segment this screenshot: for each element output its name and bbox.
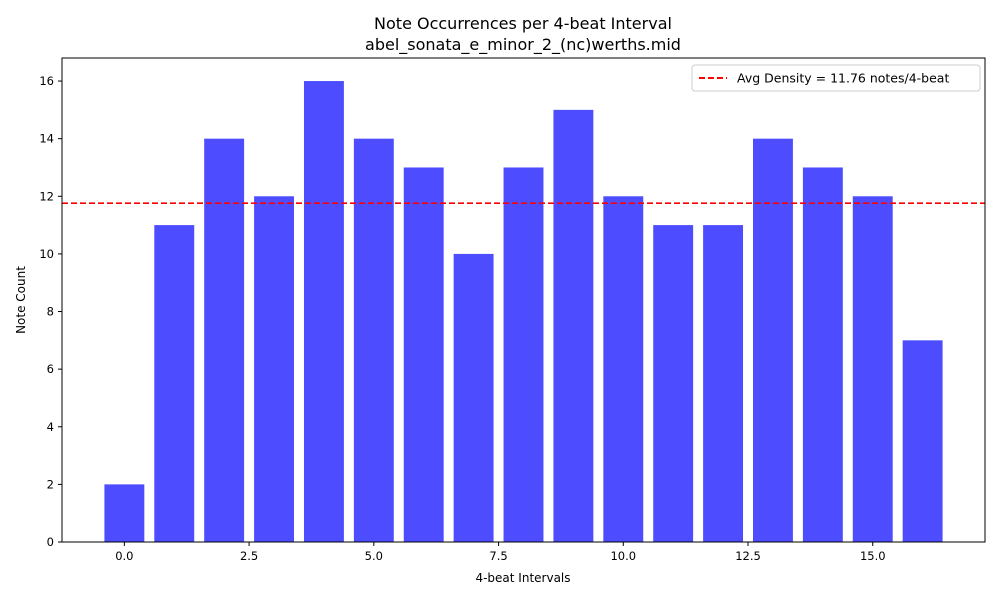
y-tick-label: 10 [39,247,54,261]
y-tick-label: 6 [47,362,54,376]
bar-1 [154,225,195,542]
bars-group [104,81,943,543]
bar-5 [353,138,394,542]
bar-9 [553,109,594,542]
y-axis-label: Note Count [14,266,28,334]
x-tick-label: 15.0 [860,549,886,563]
legend: Avg Density = 11.76 notes/4-beat [691,64,981,92]
y-tick-label: 2 [47,477,54,491]
bar-6 [403,167,444,542]
x-axis-ticks: 0.0 2.5 5.0 7.5 10.0 12.5 15.0 [115,542,886,563]
plot-frame [61,57,986,543]
x-tick-label: 2.5 [240,549,258,563]
y-axis-ticks: 0 2 4 6 8 10 12 14 16 [39,74,62,549]
y-tick-label: 12 [39,189,54,203]
bar-13 [753,138,793,542]
bar-10 [603,196,644,543]
bar-16 [902,340,943,542]
x-tick-label: 10.0 [610,549,636,563]
y-tick-label: 8 [47,305,54,319]
bar-0 [104,484,145,542]
bar-15 [852,196,893,543]
bar-8 [503,167,544,542]
bar-7 [453,253,494,542]
bar-12 [703,225,744,542]
bar-4 [303,81,344,543]
chart-subtitle: abel_sonata_e_minor_2_(nc)werths.mid [365,35,681,55]
bar-2 [204,138,245,542]
x-axis-label: 4-beat Intervals [475,571,570,585]
chart-title: Note Occurrences per 4-beat Interval [374,14,672,33]
x-tick-label: 12.5 [735,549,761,563]
x-tick-label: 7.5 [489,549,507,563]
x-tick-label: 5.0 [365,549,383,563]
legend-avg-label: Avg Density = 11.76 notes/4-beat [737,71,949,86]
y-tick-label: 0 [47,535,54,549]
y-tick-label: 14 [39,132,54,146]
legend-box [691,64,981,92]
y-tick-label: 16 [39,74,54,88]
y-tick-label: 4 [47,420,54,434]
bar-3 [254,196,294,543]
bar-11 [653,225,694,542]
bar-14 [802,167,843,542]
x-tick-label: 0.0 [115,549,133,563]
